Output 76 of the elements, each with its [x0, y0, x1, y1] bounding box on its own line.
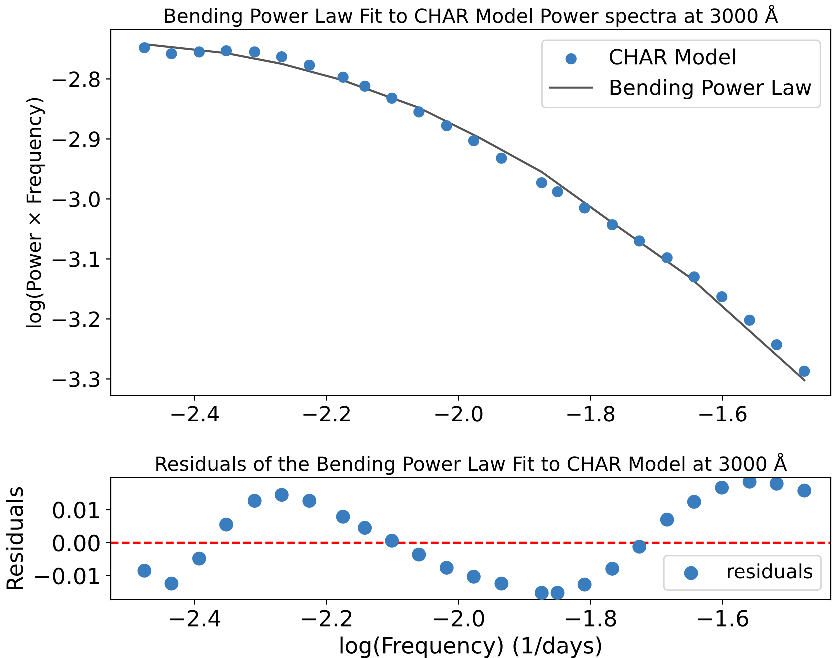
chart-title: Residuals of the Bending Power Law Fit to CHAR Model at 3000 Å — [156, 453, 788, 476]
point — [302, 494, 317, 508]
y-axis-title: Residuals — [6, 487, 24, 590]
point — [276, 51, 288, 63]
point — [192, 552, 206, 566]
point — [360, 80, 371, 92]
point — [715, 480, 730, 495]
point — [164, 576, 179, 591]
point — [248, 494, 262, 508]
point — [468, 135, 480, 147]
point — [385, 534, 400, 548]
point — [441, 120, 452, 132]
x-tick-label: −2.4 — [170, 610, 221, 627]
point — [662, 252, 673, 264]
point — [336, 510, 350, 524]
y-tick-label: −3.0 — [52, 192, 100, 208]
chart-title: Bending Power Law Fit to CHAR Model Power spectra at 3000 Å — [165, 5, 778, 28]
x-tick-label: −1.8 — [568, 406, 615, 422]
y-axis-title: log(Power × Frequency) — [26, 98, 46, 328]
point — [467, 570, 481, 584]
point — [496, 152, 508, 164]
point — [606, 562, 620, 576]
point — [688, 272, 700, 283]
point — [770, 478, 784, 491]
point — [798, 484, 812, 498]
point — [138, 564, 152, 578]
x-axis-title: log(Frequency) (1/days) — [340, 636, 602, 658]
point — [194, 46, 205, 58]
point — [660, 512, 674, 527]
point — [744, 314, 756, 326]
point — [494, 576, 509, 591]
point — [139, 42, 150, 54]
point — [440, 561, 454, 575]
x-tick-label: −2.2 — [302, 610, 352, 627]
point — [338, 72, 349, 83]
x-tick-label: −1.6 — [698, 610, 748, 627]
y-tick-label: 0.01 — [53, 502, 100, 519]
point — [220, 45, 232, 57]
x-tick-label: −2.0 — [434, 610, 484, 627]
point — [414, 106, 425, 118]
y-tick-label: −3.3 — [52, 372, 100, 388]
point — [535, 586, 549, 600]
point — [304, 60, 316, 71]
y-tick-label: 0.00 — [53, 534, 100, 552]
y-tick-label: −2.9 — [52, 132, 100, 148]
point — [771, 339, 782, 351]
x-tick-label: −1.8 — [566, 610, 616, 627]
point — [578, 578, 592, 592]
point — [687, 495, 702, 510]
y-tick-label: −0.01 — [36, 568, 100, 585]
point — [552, 186, 564, 198]
point — [716, 291, 728, 303]
y-tick-label: −3.2 — [52, 312, 100, 328]
point — [799, 366, 810, 377]
point — [249, 46, 260, 58]
x-tick-label: −2.4 — [172, 406, 219, 422]
point — [220, 518, 234, 532]
y-tick-label: −3.1 — [52, 252, 100, 268]
x-tick-label: −1.6 — [700, 406, 747, 422]
point — [550, 586, 565, 600]
point — [166, 48, 178, 60]
x-tick-label: −2.2 — [304, 406, 350, 422]
legend-label: residuals — [728, 564, 813, 579]
legend-label: CHAR Model — [610, 48, 736, 65]
point — [634, 236, 646, 247]
y-tick-label: −2.8 — [52, 72, 100, 88]
point — [358, 521, 372, 536]
point — [632, 540, 647, 554]
point — [579, 202, 590, 214]
point — [274, 488, 289, 502]
x-tick-label: −2.0 — [436, 406, 483, 422]
point — [607, 219, 618, 231]
legend-label: Bending Power Law — [610, 79, 812, 100]
point — [536, 177, 548, 189]
point — [386, 92, 398, 104]
point — [412, 548, 426, 562]
